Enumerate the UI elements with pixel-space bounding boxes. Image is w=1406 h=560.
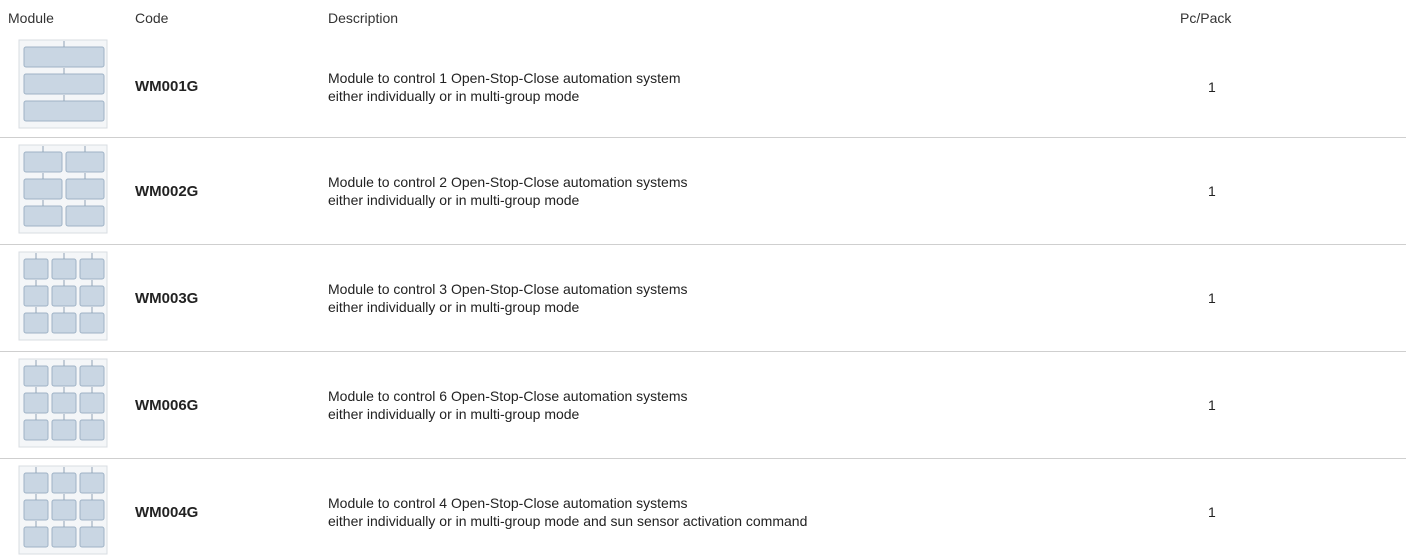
table-body: WM001G Module to control 1 Open-Stop-Clos… — [0, 36, 1406, 560]
description-line: Module to control 2 Open-Stop-Close auto… — [328, 174, 688, 190]
description-line: Module to control 3 Open-Stop-Close auto… — [328, 281, 688, 297]
module-cell — [0, 244, 128, 352]
description-line: either individually or in multi-group mo… — [328, 192, 580, 208]
icon-block — [23, 312, 49, 333]
description-line: Module to control 4 Open-Stop-Close auto… — [328, 495, 688, 511]
icon-block — [51, 258, 77, 279]
module-icon — [18, 39, 108, 129]
icon-block — [23, 205, 63, 226]
module-cell — [0, 36, 128, 138]
code-cell: WM004G — [128, 458, 320, 560]
header-row: Module Code Description Pc/Pack — [0, 0, 1406, 36]
icon-block — [51, 499, 77, 520]
pcs-cell: 1 — [1140, 137, 1406, 245]
icon-block — [23, 258, 49, 279]
icon-block — [65, 205, 105, 226]
icon-block — [51, 472, 77, 493]
icon-block — [79, 419, 105, 440]
icon-block — [23, 178, 63, 199]
icon-block — [51, 392, 77, 413]
icon-block — [79, 365, 105, 386]
icon-block — [23, 472, 49, 493]
icon-block — [23, 392, 49, 413]
table-row: WM003G Module to control 3 Open-Stop-Clos… — [0, 244, 1406, 352]
description-line: either individually or in multi-group mo… — [328, 406, 580, 422]
icon-block — [23, 151, 63, 172]
code-cell: WM003G — [128, 244, 320, 352]
pcs-cell: 1 — [1140, 351, 1406, 459]
module-icon — [18, 465, 108, 554]
description-cell: Module to control 4 Open-Stop-Close auto… — [320, 458, 1140, 560]
icon-block — [79, 392, 105, 413]
icon-block — [51, 365, 77, 386]
table-row: WM002G Module to control 2 Open-Stop-Clos… — [0, 137, 1406, 245]
module-cell — [0, 458, 128, 560]
icon-block — [79, 499, 105, 520]
icon-block — [51, 312, 77, 333]
table-row: WM004G Module to control 4 Open-Stop-Clos… — [0, 458, 1406, 560]
description-line: Module to control 6 Open-Stop-Close auto… — [328, 388, 688, 404]
description-line: either individually or in multi-group mo… — [328, 87, 580, 104]
icon-block — [23, 285, 49, 306]
pcs-cell: 1 — [1140, 458, 1406, 560]
module-cell — [0, 137, 128, 245]
description-cell: Module to control 1 Open-Stop-Close auto… — [320, 36, 1140, 138]
icon-block — [79, 472, 105, 493]
table-row: WM001G Module to control 1 Open-Stop-Clos… — [0, 36, 1406, 138]
icon-block — [23, 100, 105, 122]
description-line: Module to control 1 Open-Stop-Close auto… — [328, 69, 681, 86]
header-cell: Description — [328, 10, 399, 26]
table-row: WM006G Module to control 6 Open-Stop-Clos… — [0, 351, 1406, 459]
icon-block — [79, 312, 105, 333]
pcs-cell: 1 — [1140, 244, 1406, 352]
description-cell: Module to control 2 Open-Stop-Close auto… — [320, 137, 1140, 245]
module-icon — [18, 144, 108, 233]
icon-block — [65, 151, 105, 172]
icon-block — [23, 419, 49, 440]
module-icon — [18, 251, 108, 340]
code-cell: WM006G — [128, 351, 320, 459]
header-cell: Module — [8, 10, 54, 26]
module-icon — [18, 358, 108, 447]
header-cell: Pc/Pack — [1180, 10, 1232, 26]
icon-block — [79, 526, 105, 547]
icon-block — [79, 285, 105, 306]
module-cell — [0, 351, 128, 459]
description-line: either individually or in multi-group mo… — [328, 299, 580, 315]
icon-block — [51, 285, 77, 306]
pcs-cell: 1 — [1208, 78, 1216, 95]
icon-block — [23, 46, 105, 68]
icon-block — [79, 258, 105, 279]
description-cell: Module to control 3 Open-Stop-Close auto… — [320, 244, 1140, 352]
description-cell: Module to control 6 Open-Stop-Close auto… — [320, 351, 1140, 459]
icon-block — [23, 73, 105, 95]
icon-block — [23, 365, 49, 386]
description-line: either individually or in multi-group mo… — [328, 513, 808, 529]
header-cell: Code — [135, 10, 169, 26]
code-cell: WM002G — [128, 137, 320, 245]
code-cell: WM001G — [135, 78, 199, 95]
icon-block — [23, 526, 49, 547]
icon-block — [51, 526, 77, 547]
icon-block — [65, 178, 105, 199]
icon-block — [51, 419, 77, 440]
icon-block — [23, 499, 49, 520]
